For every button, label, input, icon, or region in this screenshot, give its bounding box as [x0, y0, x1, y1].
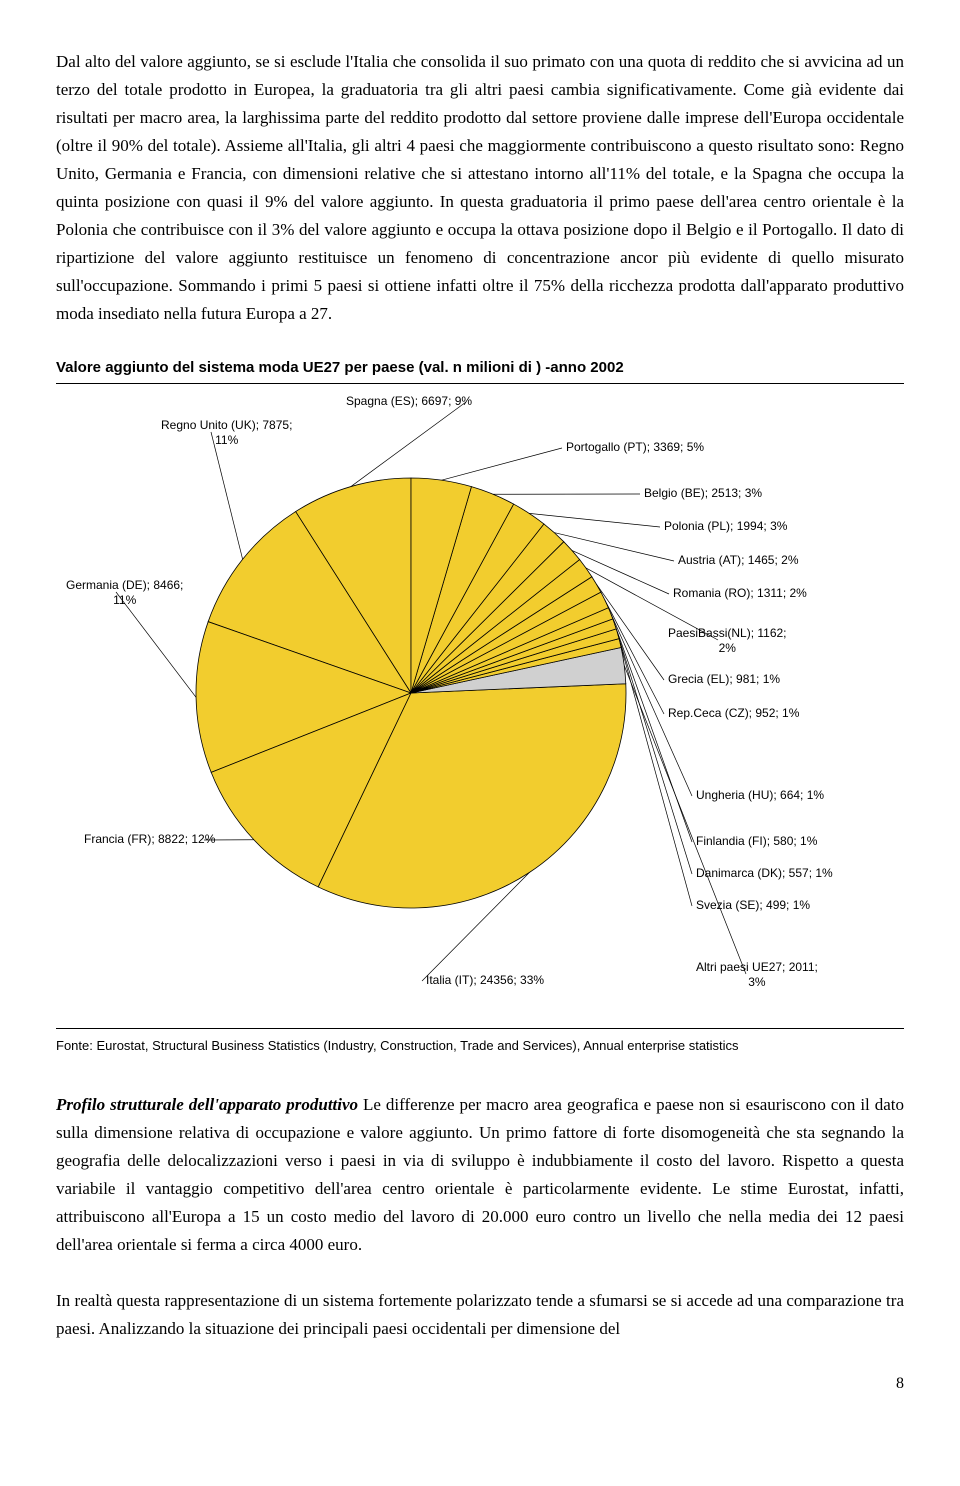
page-number: 8 — [56, 1371, 904, 1397]
leader-line — [529, 514, 660, 528]
pie-label: Regno Unito (UK); 7875;11% — [161, 418, 292, 448]
chart-title: Valore aggiunto del sistema moda UE27 pe… — [56, 356, 904, 384]
pie-label: Portogallo (PT); 3369; 5% — [566, 440, 704, 455]
paragraph-2: Profilo strutturale dell'apparato produt… — [56, 1091, 904, 1259]
pie-label: Francia (FR); 8822; 12% — [84, 832, 215, 847]
pie-label: Svezia (SE); 499; 1% — [696, 898, 810, 913]
pie-label: Grecia (EL); 981; 1% — [668, 672, 780, 687]
leader-line — [211, 432, 243, 559]
leader-line — [442, 448, 562, 480]
pie-label: Polonia (PL); 1994; 3% — [664, 519, 787, 534]
pie-label: Austria (AT); 1465; 2% — [678, 553, 799, 568]
pie-chart: Spagna (ES); 6697; 9% Regno Unito (UK); 7… — [56, 388, 904, 1029]
section-heading: Profilo strutturale dell'apparato produt… — [56, 1095, 358, 1114]
leader-line — [351, 402, 466, 487]
pie-label: Germania (DE); 8466;11% — [66, 578, 183, 608]
pie-label: PaesiBassi(NL); 1162;2% — [668, 626, 787, 656]
pie-label: Italia (IT); 24356; 33% — [426, 973, 544, 988]
pie-label: Ungheria (HU); 664; 1% — [696, 788, 824, 803]
pie-label: Danimarca (DK); 557; 1% — [696, 866, 833, 881]
pie-label: Romania (RO); 1311; 2% — [673, 586, 807, 601]
leader-line — [618, 634, 692, 874]
paragraph-1: Dal alto del valore aggiunto, se si escl… — [56, 48, 904, 328]
pie-label: Altri paesi UE27; 2011;3% — [696, 960, 818, 990]
leader-line — [615, 624, 692, 842]
paragraph-2-tail: Le differenze per macro area geografica … — [56, 1095, 904, 1254]
pie-label: Rep.Ceca (CZ); 952; 1% — [668, 706, 799, 721]
paragraph-3: In realtà questa rappresentazione di un … — [56, 1287, 904, 1343]
pie-label: Spagna (ES); 6697; 9% — [346, 394, 472, 409]
chart-source: Fonte: Eurostat, Structural Business Sta… — [56, 1035, 904, 1056]
pie-label: Belgio (BE); 2513; 3% — [644, 486, 762, 501]
pie-label: Finlandia (FI); 580; 1% — [696, 834, 817, 849]
